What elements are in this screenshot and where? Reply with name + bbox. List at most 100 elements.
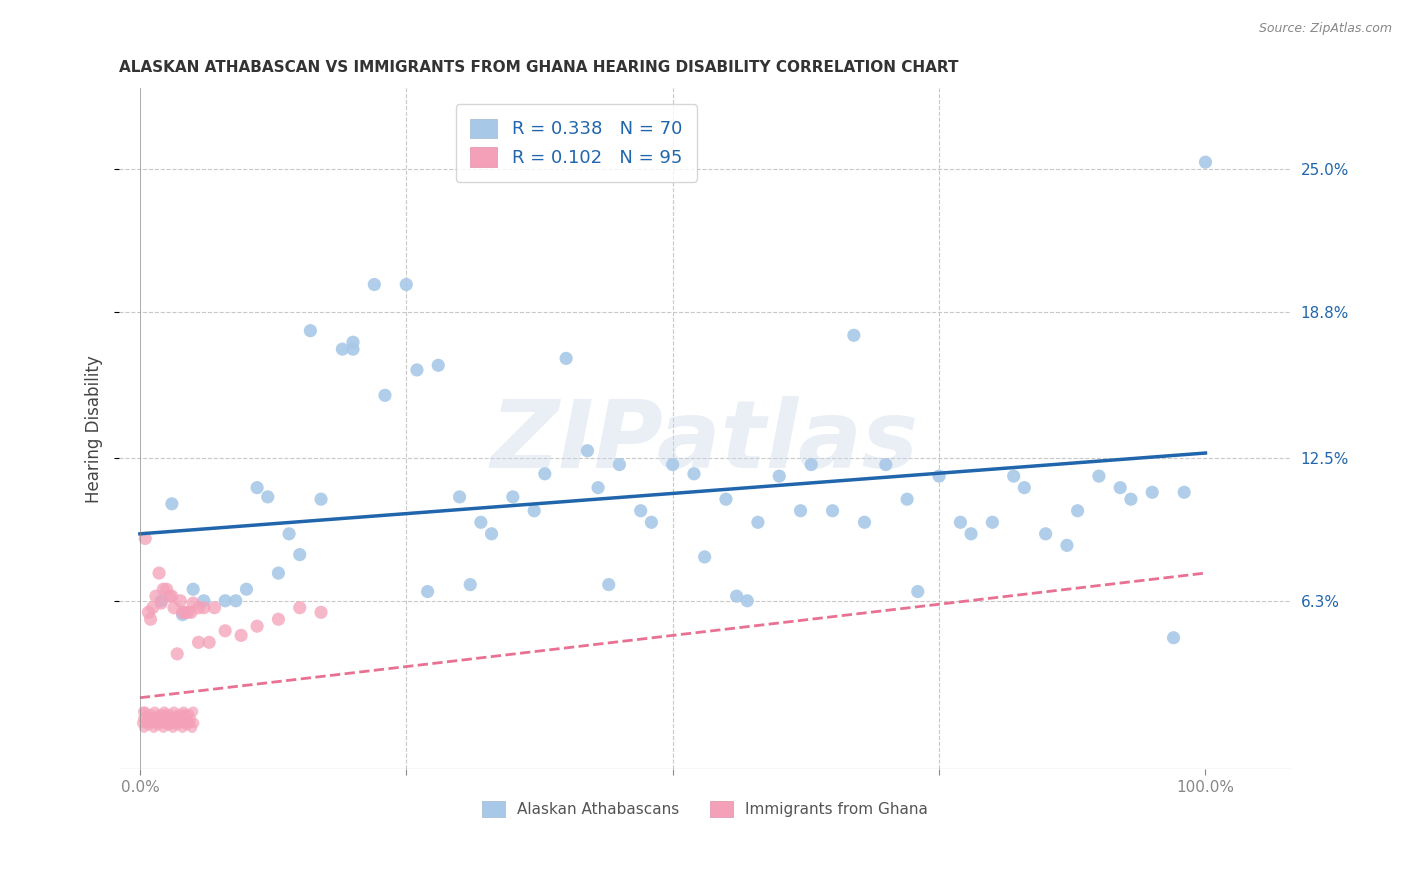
- Point: [155, 709, 177, 723]
- Point: [416, 584, 439, 599]
- Point: [288, 600, 311, 615]
- Point: [142, 600, 165, 615]
- Point: [141, 716, 163, 731]
- Point: [555, 351, 578, 366]
- Point: [138, 714, 160, 728]
- Point: [172, 607, 194, 622]
- Point: [169, 594, 191, 608]
- Point: [150, 596, 173, 610]
- Point: [449, 490, 471, 504]
- Point: [134, 721, 156, 735]
- Point: [177, 706, 200, 721]
- Point: [374, 388, 396, 402]
- Point: [661, 458, 683, 472]
- Point: [173, 605, 195, 619]
- Point: [1088, 469, 1111, 483]
- Point: [288, 548, 311, 562]
- Point: [174, 709, 197, 723]
- Point: [198, 635, 221, 649]
- Point: [693, 549, 716, 564]
- Point: [609, 458, 631, 472]
- Point: [150, 594, 173, 608]
- Point: [177, 605, 200, 619]
- Point: [523, 504, 546, 518]
- Point: [747, 516, 769, 530]
- Point: [177, 712, 200, 726]
- Point: [800, 458, 823, 472]
- Point: [142, 712, 165, 726]
- Point: [725, 589, 748, 603]
- Point: [170, 712, 193, 726]
- Point: [630, 504, 652, 518]
- Point: [134, 705, 156, 719]
- Point: [481, 526, 503, 541]
- Point: [142, 714, 165, 728]
- Point: [165, 716, 187, 731]
- Point: [162, 721, 184, 735]
- Point: [181, 582, 204, 597]
- Point: [150, 712, 173, 726]
- Point: [214, 594, 236, 608]
- Point: [138, 605, 160, 619]
- Point: [142, 721, 165, 735]
- Point: [166, 647, 188, 661]
- Point: [229, 628, 252, 642]
- Point: [342, 342, 364, 356]
- Point: [246, 619, 269, 633]
- Point: [132, 705, 155, 719]
- Point: [1002, 469, 1025, 483]
- Point: [1066, 504, 1088, 518]
- Point: [159, 589, 181, 603]
- Point: [180, 605, 202, 619]
- Point: [225, 594, 247, 608]
- Point: [187, 600, 209, 615]
- Point: [267, 612, 290, 626]
- Point: [299, 324, 322, 338]
- Point: [134, 532, 156, 546]
- Point: [170, 714, 193, 728]
- Point: [146, 718, 169, 732]
- Point: [145, 716, 167, 731]
- Point: [155, 582, 177, 597]
- Point: [172, 721, 194, 735]
- Point: [309, 605, 332, 619]
- Point: [395, 277, 418, 292]
- Point: [180, 712, 202, 726]
- Point: [181, 721, 204, 735]
- Point: [152, 582, 174, 597]
- Point: [148, 709, 170, 723]
- Point: [1173, 485, 1195, 500]
- Point: [159, 706, 181, 721]
- Point: [278, 526, 301, 541]
- Point: [683, 467, 706, 481]
- Point: [214, 624, 236, 638]
- Point: [267, 566, 290, 580]
- Point: [183, 716, 205, 731]
- Point: [165, 716, 187, 731]
- Point: [160, 712, 183, 726]
- Point: [155, 716, 177, 731]
- Point: [135, 709, 157, 723]
- Point: [169, 716, 191, 731]
- Text: ZIPatlas: ZIPatlas: [491, 396, 918, 489]
- Legend: Alaskan Athabascans, Immigrants from Ghana: Alaskan Athabascans, Immigrants from Gha…: [475, 795, 934, 823]
- Point: [1014, 481, 1036, 495]
- Point: [157, 718, 180, 732]
- Point: [159, 716, 181, 731]
- Point: [768, 469, 790, 483]
- Point: [131, 716, 153, 731]
- Point: [143, 705, 166, 719]
- Point: [155, 706, 177, 721]
- Point: [138, 712, 160, 726]
- Point: [406, 363, 429, 377]
- Point: [896, 492, 918, 507]
- Point: [149, 706, 172, 721]
- Point: [181, 596, 204, 610]
- Point: [145, 589, 167, 603]
- Point: [1119, 492, 1142, 507]
- Point: [1109, 481, 1132, 495]
- Point: [173, 716, 195, 731]
- Point: [309, 492, 332, 507]
- Point: [907, 584, 929, 599]
- Point: [1056, 538, 1078, 552]
